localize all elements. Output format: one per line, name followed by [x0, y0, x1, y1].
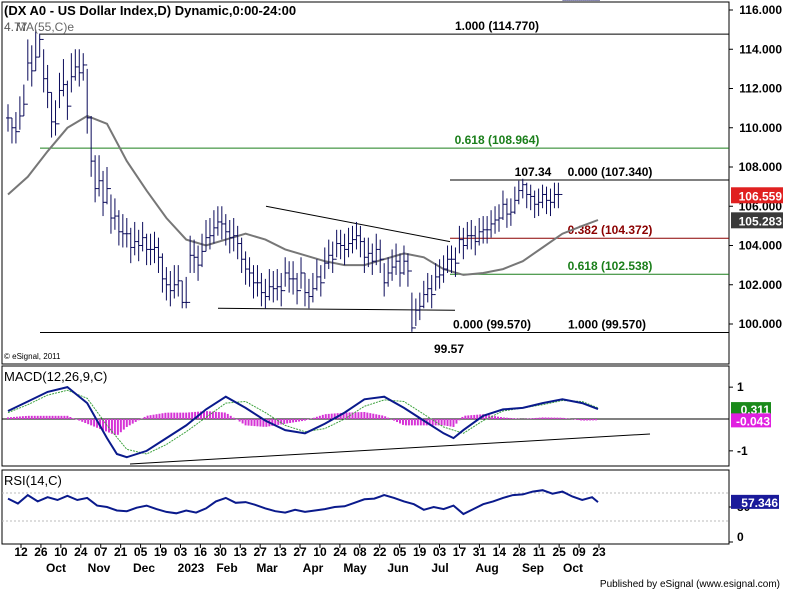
x-axis-day-label: 10: [54, 545, 68, 559]
x-axis-day-label: 31: [473, 545, 487, 559]
axes: 100.000102.000104.000106.000108.000110.0…: [14, 3, 783, 575]
x-axis-day-label: 27: [253, 545, 267, 559]
macd-plot: [2, 386, 729, 465]
footer-credit: Published by eSignal (www.esignal.com): [600, 579, 780, 590]
x-axis-day-label: 14: [493, 545, 507, 559]
fib-label: 0.618 (102.538): [568, 259, 653, 273]
ma-label: MA(55,C)e: [16, 20, 74, 34]
macd-panel-frame: [1, 365, 730, 467]
fib-label: 1.000 (99.570): [568, 317, 646, 331]
x-axis-day-label: 13: [273, 545, 287, 559]
x-axis-day-label: 11: [533, 545, 546, 559]
fib-label: 1.000 (114.770): [455, 19, 539, 33]
x-axis-day-label: 19: [154, 545, 168, 559]
x-axis-day-label: 03: [433, 545, 447, 559]
x-axis-month-label: Mar: [256, 561, 278, 575]
rsi-title: RSI(14,C): [4, 473, 62, 488]
x-axis-day-label: 21: [114, 545, 128, 559]
fib-label: 0.618 (108.964): [455, 133, 540, 147]
x-axis-day-label: 24: [74, 545, 88, 559]
rsi-line: [7, 489, 599, 516]
price-axis-tick-label: 112.000: [739, 82, 782, 96]
x-axis-month-label: Jun: [387, 561, 408, 575]
rsi-plot: [2, 489, 729, 522]
macd-trendline: [129, 433, 651, 465]
price-axis-tick-label: 104.000: [739, 239, 783, 253]
x-axis-day-label: 19: [413, 545, 427, 559]
signal-value-badge: -0.043: [736, 414, 770, 428]
x-axis-month-label: Dec: [133, 561, 155, 575]
x-axis-day-label: 05: [134, 545, 148, 559]
x-axis-day-label: 22: [373, 545, 387, 559]
x-axis-day-label: 12: [14, 545, 28, 559]
x-axis-day-label: 10: [313, 545, 327, 559]
x-axis-month-label: 2023: [178, 561, 205, 575]
x-axis-month-label: Nov: [88, 561, 111, 575]
x-axis-day-label: 05: [393, 545, 407, 559]
fib-label: 0.382 (104.372): [568, 223, 653, 237]
x-axis-day-label: 23: [592, 545, 606, 559]
x-axis-day-label: 27: [293, 545, 307, 559]
signal-value-badge-bg: [731, 413, 771, 428]
last-price-badge: 106.559: [739, 189, 783, 203]
price-axis-tick-label: 102.000: [739, 278, 783, 292]
fib-label: 0.000 (99.570): [453, 317, 531, 331]
x-axis-month-label: Apr: [303, 561, 324, 575]
annotation-label: 107.34: [515, 165, 552, 179]
macd-axis-tick-label: -1: [737, 444, 748, 458]
ma-badge-bg: [731, 212, 783, 229]
ma-value-label: 4.77: [4, 20, 28, 34]
last-price-badge-bg: [731, 187, 783, 204]
macd-line: [7, 386, 599, 459]
copyright-label: © eSignal, 2011: [4, 352, 61, 361]
x-axis-day-label: 07: [94, 545, 108, 559]
x-axis-month-label: May: [343, 561, 367, 575]
x-axis-day-label: 24: [333, 545, 347, 559]
x-axis-day-label: 26: [34, 545, 48, 559]
x-axis-day-label: 13: [234, 545, 248, 559]
macd-axis-tick-label: 1: [737, 380, 744, 394]
ma-line: [7, 114, 599, 276]
price-plot: 1.000 (114.770) 0.618 (108.964) 0.000 (107…: [6, 0, 729, 356]
rsi-value-badge-bg: [731, 494, 779, 509]
macd-value-badge-bg: [731, 402, 771, 417]
price-axis-tick-label: 108.000: [739, 160, 783, 174]
x-axis-day-label: 30: [214, 545, 228, 559]
price-axis-tick-label: 100.000: [739, 317, 783, 331]
x-axis-day-label: 28: [513, 545, 527, 559]
ma-badge: 105.283: [739, 214, 783, 228]
rsi-panel-frame: [1, 469, 730, 545]
trendline: [265, 205, 451, 243]
x-axis-day-label: 08: [353, 545, 367, 559]
x-axis-month-label: Feb: [216, 561, 237, 575]
x-axis-day-label: 16: [194, 545, 208, 559]
price-axis-tick-label: 110.000: [739, 121, 782, 135]
x-axis-month-label: Sep: [522, 561, 544, 575]
annotation-label: 99.57: [434, 342, 464, 356]
x-axis-month-label: Aug: [475, 561, 498, 575]
macd-signal-line: [7, 389, 599, 455]
price-panel-frame: [1, 1, 730, 365]
x-axis-day-label: 25: [552, 545, 566, 559]
rsi-axis-tick-label: 0: [737, 530, 744, 544]
price-axis-tick-label: 116.000: [739, 3, 782, 17]
rsi-value-badge: 57.346: [741, 496, 778, 510]
x-axis-month-label: Jul: [431, 561, 448, 575]
x-axis-day-label: 03: [174, 545, 188, 559]
chart-title: (DX A0 - US Dollar Index,D) Dynamic,0:00…: [4, 3, 296, 18]
macd-title: MACD(12,26,9,C): [4, 369, 107, 384]
x-axis-month-label: Oct: [563, 561, 583, 575]
x-axis-month-label: Oct: [46, 561, 66, 575]
price-axis-tick-label: 114.000: [739, 42, 782, 56]
x-axis-day-label: 17: [453, 545, 467, 559]
x-axis-day-label: 09: [572, 545, 586, 559]
fib-label: 0.000 (107.340): [568, 165, 653, 179]
